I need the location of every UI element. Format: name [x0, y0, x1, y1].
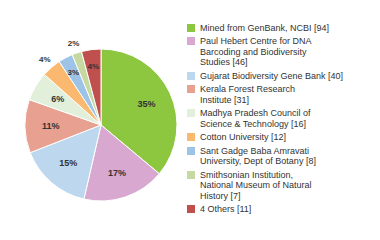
html-text:History [7]: History [7] — [200, 190, 241, 201]
html-text:National Museum of Natural: National Museum of Natural — [200, 180, 312, 190]
svg-text:6%: 6% — [51, 94, 64, 104]
html-text:Science & Technology [16]: Science & Technology [16] — [200, 118, 306, 129]
html-text:Sant Gadge Baba Amravati: Sant Gadge Baba Amravati — [200, 145, 310, 156]
html-text:Gujarat Biodiversity Gene Bank: Gujarat Biodiversity Gene Bank [40] — [200, 70, 344, 81]
html-text:University, Dept of Botany [8]: University, Dept of Botany [8] — [200, 156, 316, 166]
svg-text:15%: 15% — [59, 158, 77, 168]
svg-text:17%: 17% — [108, 168, 126, 178]
html-text:Paul Hebert Centre for DNA: Paul Hebert Centre for DNA — [200, 36, 312, 46]
svg-text:11%: 11% — [42, 121, 60, 131]
html-text:Barcoding and Biodiversity: Barcoding and Biodiversity — [200, 46, 307, 57]
svg-text:2%: 2% — [68, 39, 80, 48]
html-text:Madhya Pradesh Council of: Madhya Pradesh Council of — [200, 108, 311, 118]
html-text:Kerala Forest Research: Kerala Forest Research — [200, 84, 295, 94]
html-text:Smithsonian Institution,: Smithsonian Institution, — [200, 169, 294, 180]
html-text:4 Others [11]: 4 Others [11] — [200, 204, 252, 214]
svg-text:35%: 35% — [137, 99, 155, 109]
html-text:Mined from GenBank, NCBI [94]: Mined from GenBank, NCBI [94] — [200, 22, 330, 33]
html-text:Cotton University [12]: Cotton University [12] — [200, 132, 286, 142]
svg-text:4%: 4% — [88, 62, 100, 71]
svg-text:4%: 4% — [39, 55, 51, 64]
svg-text:3%: 3% — [68, 68, 80, 77]
html-text:Institute [31]: Institute [31] — [200, 94, 249, 105]
html-text:Studies [46]: Studies [46] — [200, 57, 248, 67]
